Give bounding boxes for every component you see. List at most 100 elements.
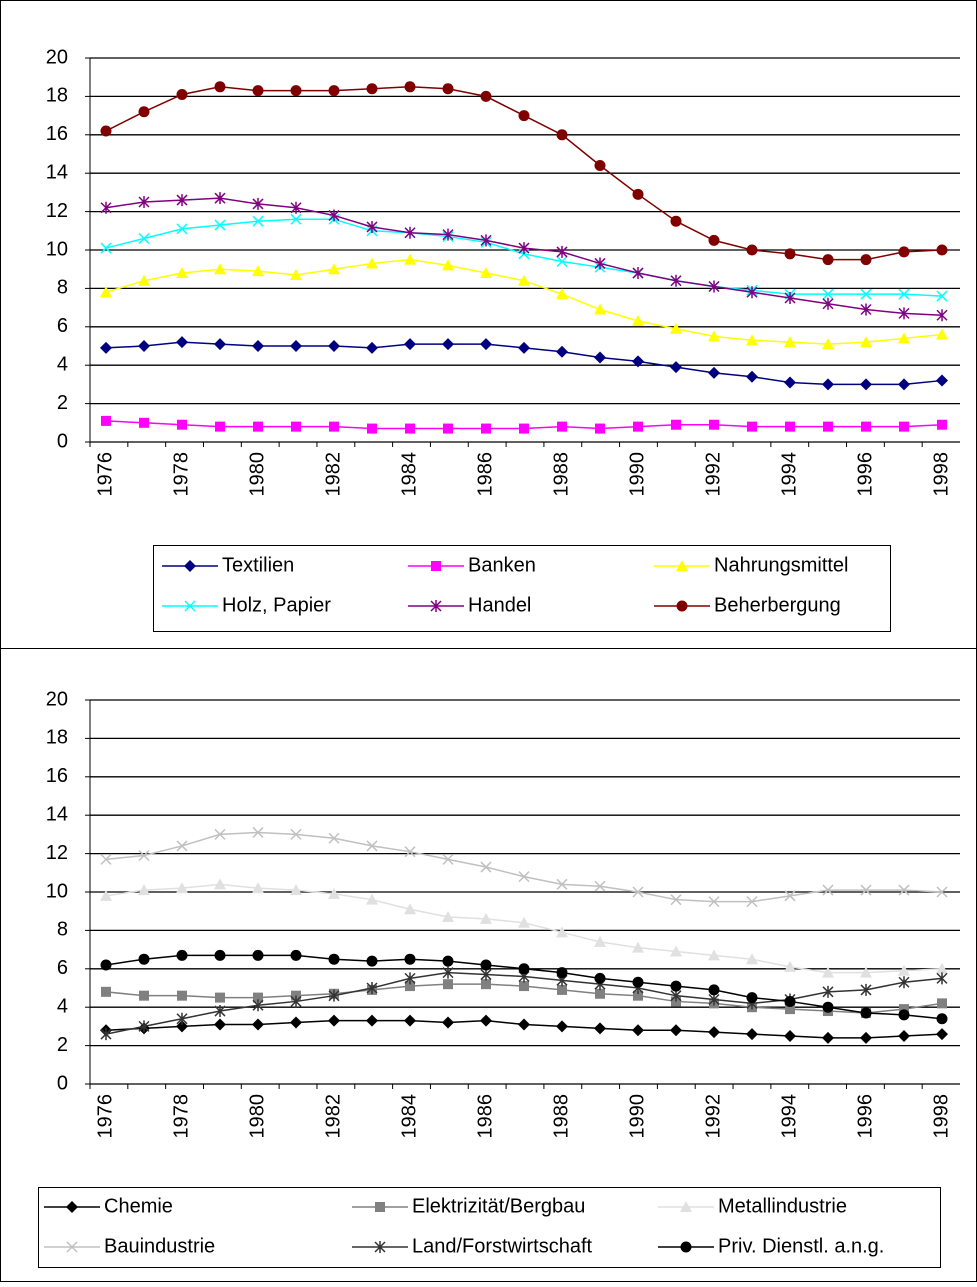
marker bbox=[594, 257, 606, 270]
marker bbox=[252, 882, 264, 894]
marker bbox=[252, 265, 264, 277]
marker bbox=[290, 201, 302, 214]
marker bbox=[177, 990, 187, 1001]
marker bbox=[936, 290, 948, 302]
marker bbox=[860, 254, 872, 266]
marker bbox=[708, 984, 720, 996]
y-tick-label: 0 bbox=[57, 430, 68, 452]
marker bbox=[214, 219, 226, 231]
marker bbox=[252, 826, 264, 839]
legend-marker bbox=[680, 1201, 692, 1212]
marker bbox=[822, 985, 834, 998]
marker bbox=[176, 194, 188, 207]
marker bbox=[784, 1030, 796, 1042]
marker bbox=[177, 419, 187, 430]
y-tick-label: 14 bbox=[46, 803, 68, 825]
legend-label: Handel bbox=[468, 594, 531, 616]
marker bbox=[936, 309, 948, 322]
marker bbox=[784, 248, 796, 260]
x-tick-label: 1994 bbox=[778, 1094, 800, 1139]
marker bbox=[328, 832, 340, 844]
marker bbox=[860, 303, 872, 316]
marker bbox=[936, 1013, 948, 1025]
marker bbox=[632, 315, 644, 327]
marker bbox=[290, 85, 302, 97]
marker bbox=[746, 953, 758, 965]
marker bbox=[404, 338, 416, 351]
marker bbox=[556, 288, 568, 300]
marker bbox=[822, 1001, 834, 1013]
marker bbox=[442, 910, 454, 922]
marker bbox=[746, 1028, 758, 1041]
marker bbox=[898, 378, 910, 391]
marker bbox=[290, 340, 302, 352]
marker bbox=[214, 828, 226, 840]
marker bbox=[214, 1005, 226, 1018]
marker bbox=[138, 274, 150, 286]
legend-label: Textilien bbox=[222, 554, 294, 576]
x-tick-label: 1988 bbox=[550, 1094, 572, 1139]
y-tick-label: 6 bbox=[57, 957, 68, 979]
marker bbox=[442, 228, 454, 241]
marker bbox=[442, 259, 454, 271]
x-tick-label: 1990 bbox=[626, 1094, 648, 1139]
marker bbox=[100, 889, 112, 901]
legend-label: Chemie bbox=[104, 1195, 173, 1217]
legend-marker bbox=[680, 1241, 692, 1253]
marker bbox=[404, 903, 416, 915]
marker bbox=[404, 972, 416, 985]
marker bbox=[708, 949, 720, 961]
marker bbox=[138, 106, 150, 118]
marker bbox=[936, 328, 948, 340]
marker bbox=[937, 419, 947, 430]
marker bbox=[746, 370, 758, 383]
x-tick-label: 1998 bbox=[930, 1094, 952, 1139]
marker bbox=[708, 330, 720, 342]
marker bbox=[671, 419, 681, 430]
marker bbox=[138, 340, 150, 352]
marker bbox=[860, 288, 872, 300]
marker bbox=[632, 1024, 644, 1037]
marker bbox=[100, 1028, 112, 1041]
marker bbox=[442, 966, 454, 979]
marker bbox=[404, 226, 416, 239]
marker bbox=[822, 1031, 834, 1044]
marker bbox=[898, 288, 910, 300]
marker bbox=[442, 853, 454, 865]
marker bbox=[252, 340, 264, 352]
marker bbox=[176, 223, 188, 235]
legend-marker bbox=[375, 1202, 385, 1212]
legend-marker bbox=[431, 561, 441, 571]
marker bbox=[556, 345, 568, 358]
marker bbox=[860, 983, 872, 996]
y-tick-label: 18 bbox=[46, 727, 68, 749]
marker bbox=[328, 989, 340, 1002]
marker bbox=[290, 995, 302, 1008]
marker bbox=[443, 979, 453, 990]
marker bbox=[253, 992, 263, 1003]
marker bbox=[822, 378, 834, 391]
y-tick-label: 2 bbox=[57, 392, 68, 414]
marker bbox=[442, 338, 454, 351]
marker bbox=[860, 336, 872, 348]
legend-marker bbox=[66, 1201, 78, 1213]
marker bbox=[405, 981, 415, 992]
y-tick-label: 0 bbox=[57, 1072, 68, 1094]
marker bbox=[936, 972, 948, 985]
marker bbox=[594, 972, 606, 984]
marker bbox=[899, 421, 909, 432]
x-tick-label: 1996 bbox=[854, 452, 876, 497]
marker bbox=[176, 88, 188, 100]
marker bbox=[366, 982, 378, 994]
marker bbox=[898, 1030, 910, 1042]
legend-label: Nahrungsmittel bbox=[714, 554, 849, 576]
legend-marker bbox=[430, 600, 442, 612]
marker bbox=[101, 415, 111, 426]
marker bbox=[367, 423, 377, 434]
x-tick-label: 1982 bbox=[322, 452, 344, 497]
marker bbox=[176, 336, 188, 349]
y-tick-label: 20 bbox=[46, 688, 68, 710]
x-tick-label: 1998 bbox=[930, 452, 952, 497]
marker bbox=[860, 1031, 872, 1044]
